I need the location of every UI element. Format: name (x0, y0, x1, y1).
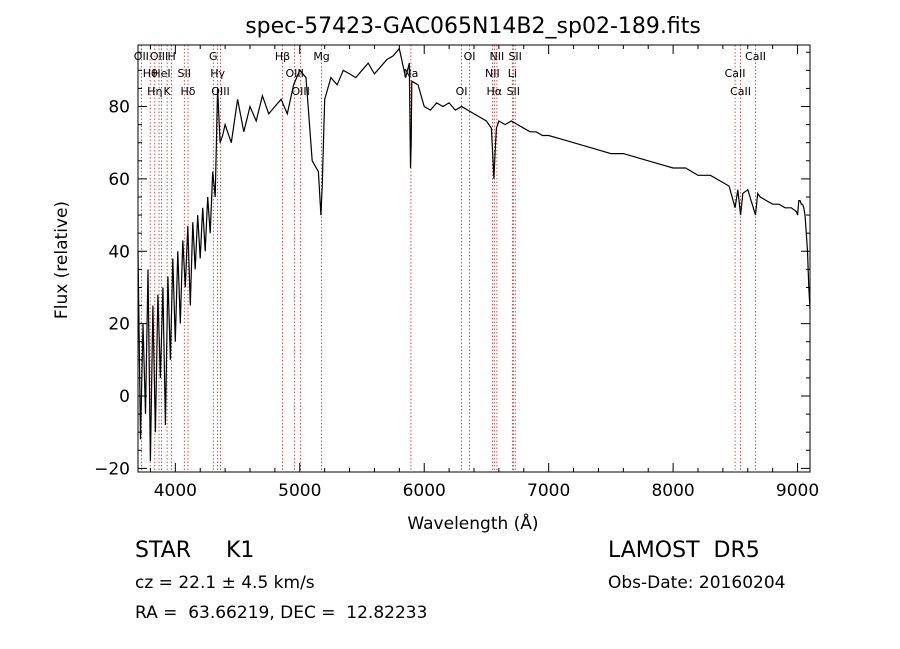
line-label: G (209, 50, 218, 63)
line-label: OIII (211, 85, 229, 98)
x-tick-label: 9000 (776, 481, 819, 501)
emission-line-labels: OIIHθHηOIIIHeIKHSIIHδGHγOIIIHβOIIIOIIIMg… (134, 50, 766, 98)
line-label: Hθ (143, 67, 158, 80)
y-tick-label: 0 (119, 387, 130, 407)
line-label: OIII (150, 50, 168, 63)
line-label: Li (508, 67, 517, 80)
coordinates: RA = 63.66219, DEC = 12.82233 (135, 603, 428, 623)
object-class: STAR K1 (135, 538, 255, 563)
survey-name: LAMOST DR5 (608, 538, 760, 563)
line-label: Na (403, 67, 418, 80)
y-tick-label: 20 (108, 315, 130, 335)
line-label: CaII (725, 67, 746, 80)
line-label: OI (464, 50, 476, 63)
line-label: SII (178, 67, 191, 80)
x-axis: 4000 5000 6000 7000 8000 9000 (149, 45, 819, 501)
line-label: NII (490, 50, 505, 63)
x-tick-label: 8000 (651, 481, 694, 501)
y-tick-label: 60 (108, 170, 130, 190)
line-label: H (167, 50, 175, 63)
line-label: CaII (745, 50, 766, 63)
line-label: OIII (285, 67, 303, 80)
line-label: CaII (730, 85, 751, 98)
observation-date: Obs-Date: 20160204 (608, 573, 786, 593)
line-label: OIII (291, 85, 309, 98)
line-label: SII (508, 50, 521, 63)
y-axis: −20 0 20 40 60 80 (94, 51, 810, 479)
line-label: OI (456, 85, 468, 98)
line-label: K (164, 85, 172, 98)
plot-frame (137, 44, 811, 473)
spectrum-line (137, 47, 811, 462)
chart-title: spec-57423-GAC065N14B2_sp02-189.fits (245, 14, 701, 39)
x-tick-label: 6000 (403, 481, 446, 501)
line-label: Mg (313, 50, 329, 63)
line-label: NII (485, 67, 500, 80)
y-tick-label: 80 (108, 98, 130, 118)
line-label: Hδ (181, 85, 196, 98)
y-axis-label: Flux (relative) (52, 201, 72, 319)
y-tick-label: 40 (108, 242, 130, 262)
line-label: Hγ (210, 67, 225, 80)
y-tick-label: −20 (94, 459, 130, 479)
x-tick-label: 4000 (154, 481, 197, 501)
line-label: Hη (147, 85, 162, 98)
line-label: Hα (487, 85, 503, 98)
x-tick-label: 5000 (278, 481, 321, 501)
line-label: SII (507, 85, 520, 98)
redshift-velocity: cz = 22.1 ± 4.5 km/s (135, 573, 315, 593)
line-label: Hβ (275, 50, 290, 63)
emission-line-markers (140, 45, 756, 472)
x-axis-label: Wavelength (Å) (407, 512, 538, 534)
line-label: HeI (152, 67, 170, 80)
x-tick-label: 7000 (527, 481, 570, 501)
